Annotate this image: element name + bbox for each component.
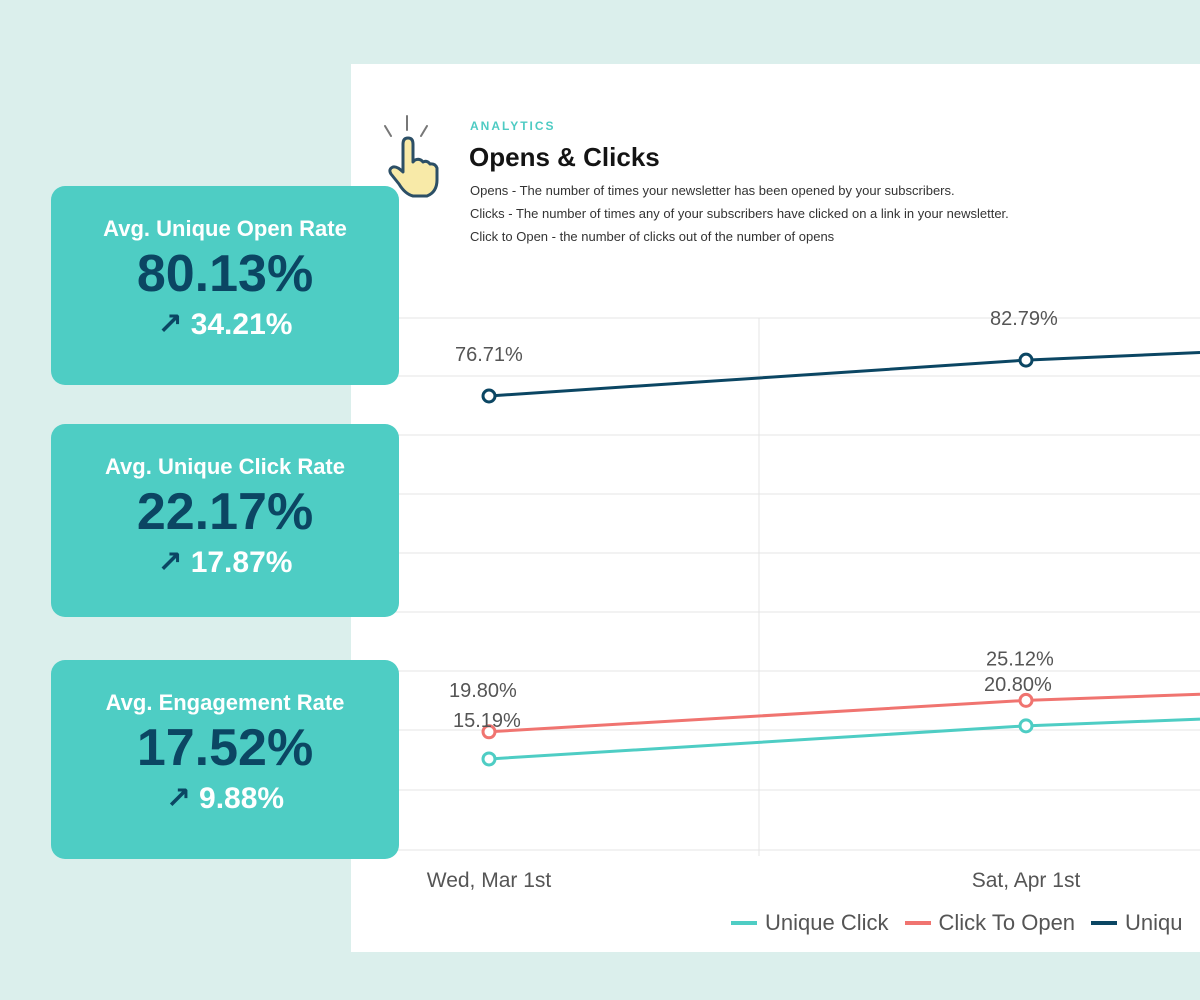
- series-line: [488, 692, 1200, 734]
- section-eyebrow: ANALYTICS: [470, 119, 556, 133]
- data-label: 76.71%: [455, 344, 523, 366]
- stat-label: Avg. Engagement Rate: [105, 690, 345, 715]
- trend-up-icon: ↗: [157, 308, 183, 342]
- chart-panel: ANALYTICS Opens & Clicks Opens - The num…: [351, 64, 1200, 952]
- stat-card-click-rate: Avg. Unique Click Rate 22.17% ↗ 17.87%: [51, 424, 399, 617]
- stat-label: Avg. Unique Open Rate: [103, 216, 347, 241]
- stat-label: Avg. Unique Click Rate: [104, 454, 345, 479]
- legend-swatch: [1091, 921, 1118, 925]
- pointer-hand-icon: [384, 115, 439, 198]
- legend-item-unique-open[interactable]: Uniqu: [1091, 910, 1183, 936]
- data-label: 82.79%: [990, 308, 1058, 330]
- line-chart: Wed, Mar 1st Sat, Apr 1st 15.19% 20.80% 19.8…: [391, 308, 1200, 892]
- data-label: 19.80%: [449, 680, 517, 702]
- stat-card-engagement-rate: Avg. Engagement Rate 17.52% ↗ 9.88%: [51, 660, 399, 859]
- x-tick-label: Sat, Apr 1st: [972, 869, 1081, 892]
- x-tick-label: Wed, Mar 1st: [427, 869, 552, 892]
- data-point: [481, 724, 497, 740]
- legend-item-unique-click[interactable]: Unique Click: [731, 910, 889, 936]
- opens-description: Opens - The number of times your newslet…: [470, 183, 955, 198]
- click-to-open-description: Click to Open - the number of clicks out…: [470, 229, 835, 244]
- legend-label: Uniqu: [1125, 910, 1183, 935]
- chart-legend: Unique Click Click To Open Uniqu: [731, 910, 1183, 936]
- chart-title: Opens & Clicks: [469, 142, 660, 172]
- data-label: 15.19%: [453, 710, 521, 732]
- data-point: [481, 751, 497, 767]
- legend-swatch: [904, 921, 931, 925]
- stat-change: ↗ 17.87%: [51, 545, 399, 580]
- data-point: [481, 388, 497, 404]
- data-label: 20.80%: [984, 674, 1052, 696]
- stat-change: ↗ 34.21%: [51, 307, 399, 342]
- stat-value: 22.17%: [136, 483, 314, 541]
- stat-change-value: 9.88%: [199, 782, 285, 816]
- data-point: [1018, 352, 1034, 368]
- stat-change-value: 34.21%: [190, 308, 293, 342]
- data-label: 25.12%: [986, 648, 1054, 670]
- trend-up-icon: ↗: [157, 546, 183, 580]
- stat-value: 80.13%: [136, 245, 314, 303]
- stat-change-value: 17.87%: [190, 546, 293, 580]
- clicks-description: Clicks - The number of times any of your…: [470, 206, 1009, 221]
- stat-value: 17.52%: [136, 719, 314, 777]
- legend-swatch: [731, 921, 757, 925]
- stat-card-open-rate: Avg. Unique Open Rate 80.13% ↗ 34.21%: [51, 186, 399, 385]
- legend-item-click-to-open[interactable]: Click To Open: [904, 910, 1076, 936]
- data-point: [1018, 718, 1034, 734]
- series-line: [488, 351, 1200, 398]
- legend-label: Click To Open: [938, 910, 1076, 935]
- stat-change: ↗ 9.88%: [51, 781, 399, 816]
- trend-up-icon: ↗: [165, 782, 192, 816]
- data-point: [1018, 692, 1034, 708]
- legend-label: Unique Click: [765, 910, 889, 935]
